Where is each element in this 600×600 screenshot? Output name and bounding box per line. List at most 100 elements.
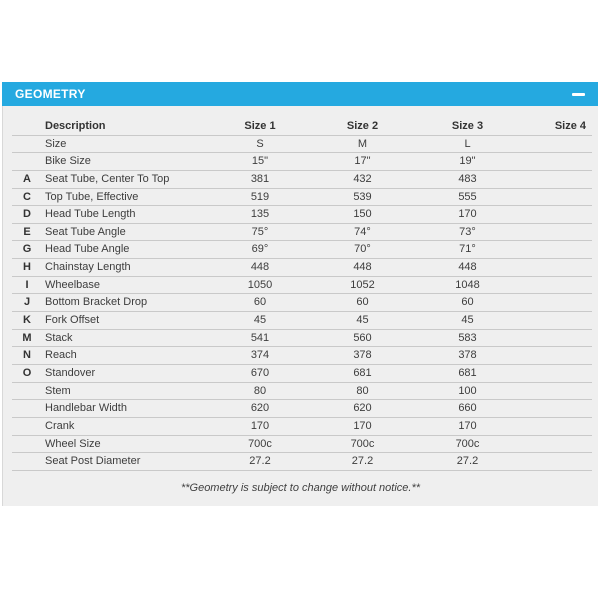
col-size4-header: Size 4 <box>520 118 592 136</box>
cell-size2: 560 <box>310 329 415 348</box>
table-row: O Standover 670 681 681 <box>12 364 592 383</box>
cell-size4 <box>520 188 592 207</box>
row-description: Seat Post Diameter <box>42 452 210 471</box>
geometry-panel: GEOMETRY Description Size 1 Size 2 Size … <box>2 82 598 506</box>
cell-size1: 620 <box>210 399 310 418</box>
table-header-row: Description Size 1 Size 2 Size 3 Size 4 <box>12 118 592 136</box>
cell-size3: 583 <box>415 329 520 348</box>
table-row: Stem 80 80 100 <box>12 382 592 401</box>
geometry-section-header[interactable]: GEOMETRY <box>2 82 598 106</box>
cell-size4 <box>520 382 592 401</box>
cell-size1: 135 <box>210 205 310 224</box>
row-description: Head Tube Angle <box>42 240 210 260</box>
row-letter-label: K <box>12 311 42 330</box>
table-row: D Head Tube Length 135 150 170 <box>12 205 592 224</box>
section-title: GEOMETRY <box>15 87 86 101</box>
cell-size4 <box>520 205 592 224</box>
cell-size3: 681 <box>415 364 520 383</box>
row-letter-label: O <box>12 364 42 383</box>
cell-size2: M <box>310 135 415 154</box>
cell-size3: 170 <box>415 417 520 436</box>
cell-size1: 75° <box>210 223 310 242</box>
row-description: Bottom Bracket Drop <box>42 293 210 313</box>
geometry-table: Description Size 1 Size 2 Size 3 Size 4 … <box>12 118 592 471</box>
row-description: Top Tube, Effective <box>42 188 210 207</box>
row-letter-label <box>12 382 42 401</box>
cell-size1: 519 <box>210 188 310 207</box>
cell-size2: 27.2 <box>310 452 415 471</box>
cell-size1: 448 <box>210 258 310 277</box>
cell-size3: 555 <box>415 188 520 207</box>
table-row: A Seat Tube, Center To Top 381 432 483 <box>12 170 592 189</box>
cell-size3: 660 <box>415 399 520 418</box>
cell-size1: 60 <box>210 293 310 313</box>
row-letter-label: M <box>12 329 42 348</box>
row-letter-label: J <box>12 293 42 313</box>
cell-size2: 432 <box>310 170 415 189</box>
cell-size2: 1052 <box>310 276 415 295</box>
row-letter-label: C <box>12 188 42 207</box>
row-letter-label: E <box>12 223 42 242</box>
row-description: Stack <box>42 329 210 348</box>
collapse-minus-icon[interactable] <box>572 92 585 96</box>
table-row: K Fork Offset 45 45 45 <box>12 311 592 330</box>
cell-size2: 45 <box>310 311 415 330</box>
cell-size1: 80 <box>210 382 310 401</box>
cell-size3: 60 <box>415 293 520 313</box>
cell-size3: 73° <box>415 223 520 242</box>
cell-size3: 27.2 <box>415 452 520 471</box>
cell-size4 <box>520 152 592 171</box>
cell-size3: 1048 <box>415 276 520 295</box>
table-row: I Wheelbase 1050 1052 1048 <box>12 276 592 295</box>
cell-size3: 700c <box>415 435 520 454</box>
cell-size2: 70° <box>310 240 415 260</box>
row-description: Wheel Size <box>42 435 210 454</box>
row-description: Stem <box>42 382 210 401</box>
row-description: Chainstay Length <box>42 258 210 277</box>
row-description: Wheelbase <box>42 276 210 295</box>
cell-size1: S <box>210 135 310 154</box>
row-letter-label: A <box>12 170 42 189</box>
cell-size1: 374 <box>210 346 310 365</box>
geometry-panel-body: Description Size 1 Size 2 Size 3 Size 4 … <box>2 106 598 506</box>
cell-size2: 74° <box>310 223 415 242</box>
row-letter-label <box>12 135 42 154</box>
table-row: N Reach 374 378 378 <box>12 346 592 365</box>
cell-size1: 27.2 <box>210 452 310 471</box>
cell-size2: 700c <box>310 435 415 454</box>
table-row: C Top Tube, Effective 519 539 555 <box>12 188 592 207</box>
cell-size1: 541 <box>210 329 310 348</box>
cell-size4 <box>520 170 592 189</box>
cell-size4 <box>520 329 592 348</box>
col-size2-header: Size 2 <box>310 118 415 136</box>
row-letter-label <box>12 152 42 171</box>
cell-size1: 69° <box>210 240 310 260</box>
cell-size2: 620 <box>310 399 415 418</box>
cell-size3: 100 <box>415 382 520 401</box>
row-description: Head Tube Length <box>42 205 210 224</box>
cell-size2: 539 <box>310 188 415 207</box>
cell-size4 <box>520 346 592 365</box>
table-row: Handlebar Width 620 620 660 <box>12 399 592 418</box>
cell-size2: 60 <box>310 293 415 313</box>
cell-size2: 80 <box>310 382 415 401</box>
cell-size1: 1050 <box>210 276 310 295</box>
col-letter-header <box>12 118 42 136</box>
table-row: J Bottom Bracket Drop 60 60 60 <box>12 293 592 313</box>
cell-size4 <box>520 223 592 242</box>
cell-size1: 45 <box>210 311 310 330</box>
cell-size3: 19" <box>415 152 520 171</box>
cell-size1: 670 <box>210 364 310 383</box>
cell-size2: 448 <box>310 258 415 277</box>
col-size1-header: Size 1 <box>210 118 310 136</box>
cell-size2: 17" <box>310 152 415 171</box>
cell-size2: 681 <box>310 364 415 383</box>
row-letter-label <box>12 417 42 436</box>
cell-size4 <box>520 258 592 277</box>
cell-size4 <box>520 417 592 436</box>
row-letter-label: N <box>12 346 42 365</box>
cell-size3: L <box>415 135 520 154</box>
row-letter-label: I <box>12 276 42 295</box>
cell-size4 <box>520 240 592 260</box>
row-description: Size <box>42 135 210 154</box>
